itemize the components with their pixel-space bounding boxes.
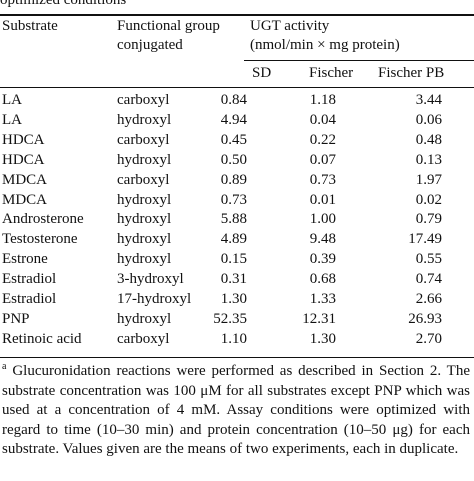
cell-substrate: HDCA	[2, 131, 45, 148]
cell-substrate: LA	[2, 111, 22, 128]
cell-sd: 4.94	[220, 111, 247, 128]
cell-fischer-pb: 0.55	[415, 251, 442, 268]
cell-sd: 0.15	[220, 251, 247, 268]
header-fischer: Fischer	[309, 65, 354, 81]
header-sd: SD	[252, 65, 272, 81]
cell-fischer: 12.31	[302, 310, 336, 327]
footnote-text: Glucuronidation reactions were performed…	[2, 363, 470, 457]
cell-functional-group: hydroxyl	[117, 211, 172, 228]
cell-substrate: Androsterone	[2, 211, 84, 228]
cell-functional-group: 3-hydroxyl	[117, 271, 184, 288]
cell-fischer-pb: 17.49	[408, 231, 442, 248]
header-functional-group: Functional group	[117, 18, 220, 34]
cell-fischer-pb: 0.02	[415, 191, 442, 208]
cell-fischer-pb: 0.48	[415, 131, 442, 148]
cell-substrate: Testosterone	[2, 231, 78, 248]
cell-fischer-pb: 26.93	[408, 310, 442, 327]
subheader-rule	[244, 60, 474, 61]
cell-substrate: Estrone	[2, 251, 48, 268]
cell-fischer-pb: 3.44	[415, 92, 442, 108]
cell-sd: 5.88	[220, 211, 247, 228]
cell-functional-group: 17-hydroxyl	[117, 291, 192, 307]
cell-fischer-pb: 1.97	[415, 171, 442, 188]
header-substrate: Substrate	[2, 18, 58, 34]
cell-functional-group: hydroxyl	[117, 251, 172, 268]
cell-sd: 0.50	[220, 151, 247, 168]
top-rule	[0, 14, 474, 16]
cell-fischer: 1.00	[309, 211, 336, 228]
cell-fischer: 1.30	[309, 330, 336, 347]
cell-fischer-pb: 0.06	[415, 111, 442, 128]
cell-fischer-pb: 0.74	[415, 271, 442, 288]
cell-fischer: 0.68	[309, 271, 336, 288]
cell-substrate: MDCA	[2, 191, 48, 208]
cell-sd: 0.45	[220, 131, 247, 148]
cell-fischer-pb: 0.79	[415, 211, 442, 228]
cell-functional-group: hydroxyl	[117, 310, 172, 327]
cell-substrate: Estradiol	[2, 291, 57, 307]
cell-fischer-pb: 2.70	[415, 330, 442, 347]
cell-substrate: PNP	[2, 310, 30, 327]
cell-fischer: 9.48	[309, 231, 336, 248]
cell-fischer: 0.07	[309, 151, 336, 168]
cell-fischer: 0.01	[309, 191, 336, 208]
cell-sd: 0.89	[220, 171, 247, 188]
cell-fischer: 0.22	[309, 131, 336, 148]
header-fischer-pb: Fischer PB	[378, 65, 445, 81]
cell-substrate: Retinoic acid	[2, 330, 82, 347]
bottom-rule	[0, 357, 474, 358]
cell-functional-group: carboxyl	[117, 131, 170, 148]
cell-functional-group: hydroxyl	[117, 191, 172, 208]
cell-substrate: HDCA	[2, 151, 45, 168]
cell-fischer-pb: 0.13	[415, 151, 442, 168]
cell-sd: 0.31	[220, 271, 247, 288]
cell-functional-group: carboxyl	[117, 171, 170, 188]
cell-functional-group: carboxyl	[117, 330, 170, 347]
cell-substrate: Estradiol	[2, 271, 57, 288]
footnote-mark: a	[2, 361, 7, 372]
cell-fischer-pb: 2.66	[415, 291, 442, 307]
cell-substrate: MDCA	[2, 171, 48, 188]
cell-functional-group: carboxyl	[117, 92, 170, 108]
footnote: a Glucuronidation reactions were perform…	[2, 362, 470, 460]
cell-functional-group: hydroxyl	[117, 151, 172, 168]
cell-sd: 0.73	[220, 191, 247, 208]
cell-substrate: LA	[2, 92, 22, 108]
cell-sd: 0.84	[220, 92, 247, 108]
cell-fischer: 0.39	[309, 251, 336, 268]
cell-fischer: 1.18	[309, 92, 336, 108]
cell-sd: 1.30	[220, 291, 247, 307]
cell-fischer: 0.04	[309, 111, 336, 128]
header-conjugated: conjugated	[117, 37, 183, 53]
header-rule	[0, 87, 474, 88]
table-caption: optimized conditions	[0, 0, 127, 8]
header-units: (nmol/min × mg protein)	[250, 37, 400, 53]
cell-fischer: 1.33	[309, 291, 336, 307]
cell-functional-group: hydroxyl	[117, 231, 172, 248]
cell-sd: 4.89	[220, 231, 247, 248]
header-ugt-activity: UGT activity	[250, 18, 330, 34]
cell-functional-group: hydroxyl	[117, 111, 172, 128]
cell-sd: 52.35	[213, 310, 247, 327]
cell-fischer: 0.73	[309, 171, 336, 188]
cell-sd: 1.10	[220, 330, 247, 347]
